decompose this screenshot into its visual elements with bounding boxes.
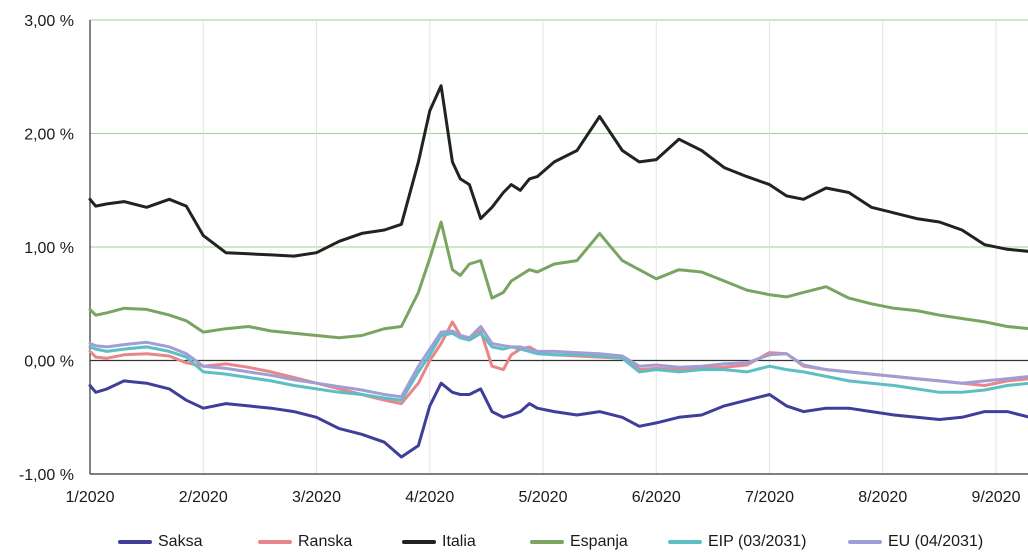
y-tick-label: 0,00 % [24, 354, 74, 371]
legend-swatch [258, 540, 292, 544]
x-tick-label: 7/2020 [745, 489, 794, 506]
legend-swatch [530, 540, 564, 544]
series-layer [88, 84, 1028, 459]
series-line [88, 84, 1028, 258]
line-chart: -1,00 % 0,00 % 1,00 % 2,00 % 3,00 % 1/2020 2/2… [19, 13, 1028, 506]
legend-label: Italia [442, 533, 476, 550]
chart-legend: Saksa Ranska Italia Espanja EIP (03/2031) EU … [0, 533, 1028, 555]
x-tick-label: 4/2020 [405, 489, 454, 506]
legend-swatch [118, 540, 152, 544]
tick-label-layer: -1,00 % 0,00 % 1,00 % 2,00 % 3,00 % 1/2020 2/2… [19, 13, 1021, 506]
axis-layer [89, 20, 1028, 475]
legend-item: EU (04/2031) [848, 533, 983, 551]
legend-label: Ranska [298, 533, 353, 550]
x-tick-label: 2/2020 [179, 489, 228, 506]
y-tick-label: -1,00 % [19, 467, 74, 484]
x-tick-label: 5/2020 [519, 489, 568, 506]
legend-swatch [668, 540, 702, 544]
legend-swatch [402, 540, 436, 544]
legend-item: Saksa [118, 533, 202, 551]
legend-label: Saksa [158, 533, 203, 550]
x-tick-label: 9/2020 [972, 489, 1021, 506]
series-line [88, 320, 1028, 406]
series-line [88, 325, 1028, 399]
legend-label: EIP (03/2031) [708, 533, 807, 550]
x-tick-label: 1/2020 [66, 489, 115, 506]
y-tick-label: 1,00 % [24, 240, 74, 257]
legend-item: Italia [402, 533, 476, 551]
legend-label: EU (04/2031) [888, 533, 984, 550]
legend-swatch [848, 540, 882, 544]
series-line [88, 331, 1028, 402]
legend-item: Ranska [258, 533, 352, 551]
legend-item: EIP (03/2031) [668, 533, 806, 551]
x-tick-label: 3/2020 [292, 489, 341, 506]
legend-label: Espanja [570, 533, 628, 550]
y-tick-label: 3,00 % [24, 13, 74, 30]
x-tick-label: 8/2020 [858, 489, 907, 506]
grid-layer [90, 19, 1028, 475]
series-line [88, 220, 1028, 340]
series-line [88, 379, 1028, 459]
x-tick-label: 6/2020 [632, 489, 681, 506]
legend-item: Espanja [530, 533, 628, 551]
y-tick-label: 2,00 % [24, 127, 74, 144]
